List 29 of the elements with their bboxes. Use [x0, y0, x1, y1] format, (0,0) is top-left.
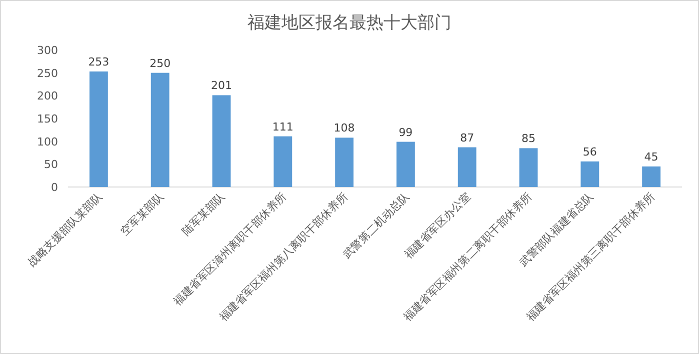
data-label: 56: [582, 145, 597, 158]
bar: [396, 142, 415, 187]
y-tick-label: 300: [37, 44, 58, 57]
bar: [580, 161, 600, 187]
bar: [642, 166, 661, 187]
y-tick-label: 100: [37, 135, 58, 148]
data-label: 99: [398, 126, 413, 139]
data-label: 87: [460, 131, 474, 144]
bar: [458, 147, 476, 187]
y-tick-label: 250: [37, 66, 58, 80]
data-label: 85: [522, 132, 536, 146]
y-tick-label: 150: [37, 112, 58, 126]
data-label: 201: [211, 79, 232, 92]
y-tick-label: 50: [44, 158, 58, 172]
x-tick-label: 陆军某部队: [180, 190, 228, 238]
bar: [274, 136, 292, 187]
bar: [150, 72, 170, 187]
chart-title: 福建地区报名最热十大部门: [248, 13, 452, 33]
x-tick-label: 空军某部队: [118, 190, 166, 238]
bar: [89, 71, 108, 187]
bar: [212, 95, 231, 187]
data-label: 250: [150, 56, 171, 70]
data-label: 45: [644, 150, 658, 164]
data-label: 108: [334, 122, 355, 135]
data-label: 111: [272, 120, 294, 134]
data-label: 253: [88, 55, 110, 68]
bar: [335, 138, 354, 187]
bar: [519, 148, 538, 187]
y-tick-label: 200: [37, 90, 58, 103]
